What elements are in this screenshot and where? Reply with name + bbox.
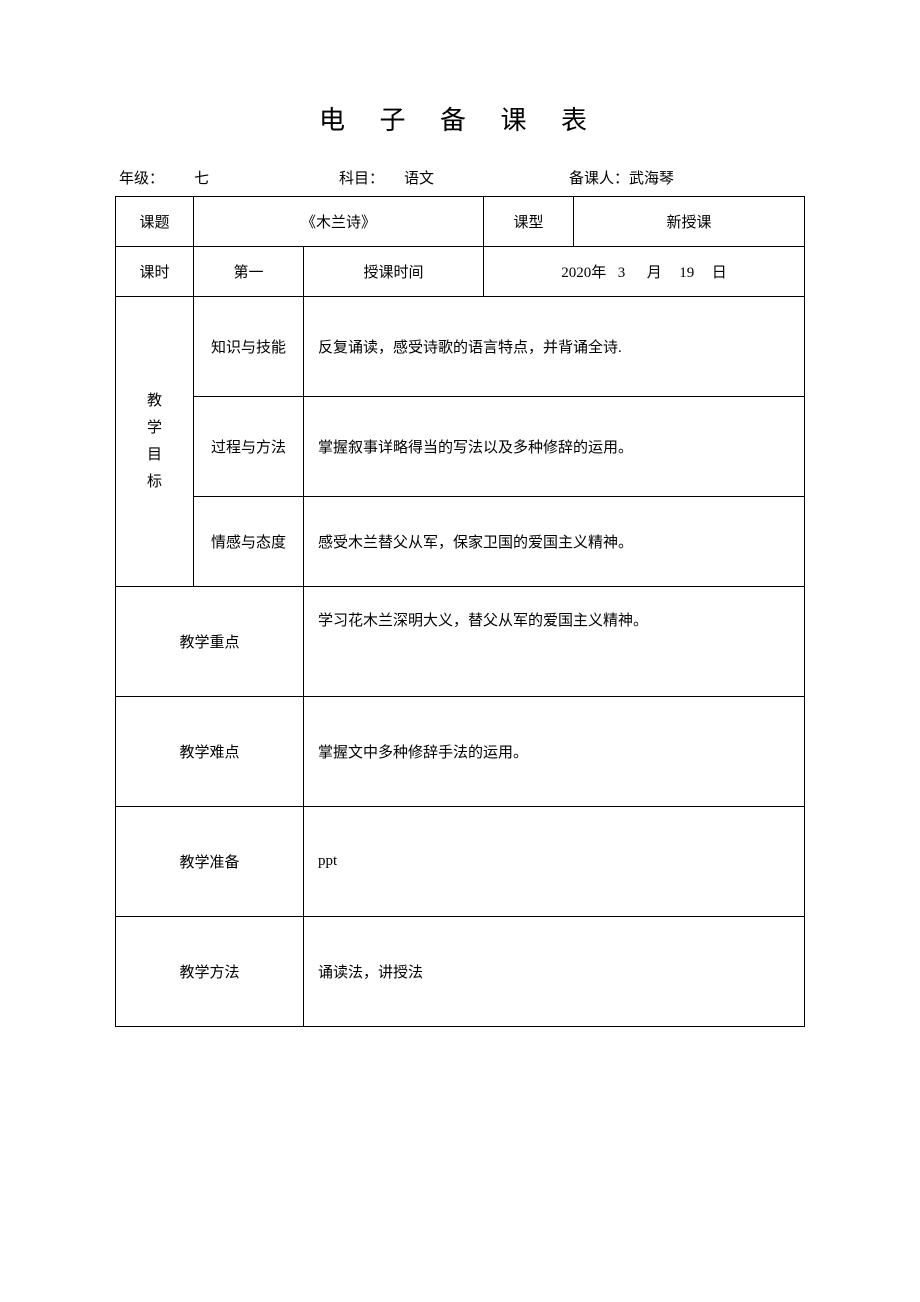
focus-label: 教学重点: [116, 587, 304, 697]
preparer-label: 备课人：: [569, 167, 629, 188]
objectives-section-label: 教学目标: [116, 297, 194, 587]
objective-text: 感受木兰替父从军，保家卫国的爱国主义精神。: [304, 497, 805, 587]
method-label: 教学方法: [116, 917, 304, 1027]
lesson-table: 课题 《木兰诗》 课型 新授课 课时 第一 授课时间 2020年 3 月 19 …: [115, 196, 805, 1027]
difficulty-text: 掌握文中多种修辞手法的运用。: [304, 697, 805, 807]
objective-label: 过程与方法: [194, 397, 304, 497]
difficulty-label: 教学难点: [116, 697, 304, 807]
date-month-unit: 月: [647, 265, 662, 281]
table-row: 课题 《木兰诗》 课型 新授课: [116, 197, 805, 247]
table-row: 课时 第一 授课时间 2020年 3 月 19 日: [116, 247, 805, 297]
time-label: 授课时间: [304, 247, 484, 297]
table-row: 教学准备 ppt: [116, 807, 805, 917]
page-title: 电 子 备 课 表: [115, 100, 805, 137]
meta-subject: 科目： 语文: [339, 167, 569, 188]
objective-text: 掌握叙事详略得当的写法以及多种修辞的运用。: [304, 397, 805, 497]
date-year-unit: 年: [591, 265, 606, 281]
table-row: 教学目标 知识与技能 反复诵读，感受诗歌的语言特点，并背诵全诗.: [116, 297, 805, 397]
period-label: 课时: [116, 247, 194, 297]
table-row: 过程与方法 掌握叙事详略得当的写法以及多种修辞的运用。: [116, 397, 805, 497]
topic-label: 课题: [116, 197, 194, 247]
date-month: 3: [618, 265, 626, 282]
date-year: 2020: [561, 265, 591, 282]
objective-text: 反复诵读，感受诗歌的语言特点，并背诵全诗.: [304, 297, 805, 397]
table-row: 教学重点 学习花木兰深明大义，替父从军的爱国主义精神。: [116, 587, 805, 697]
prep-text: ppt: [304, 807, 805, 917]
date-day: 19: [679, 265, 694, 282]
grade-label: 年级：: [119, 167, 164, 188]
topic-value: 《木兰诗》: [194, 197, 484, 247]
subject-label: 科目：: [339, 167, 384, 188]
type-value: 新授课: [574, 197, 805, 247]
preparer-value: 武海琴: [629, 167, 674, 188]
subject-value: 语文: [404, 167, 434, 188]
objective-label: 知识与技能: [194, 297, 304, 397]
meta-preparer: 备课人： 武海琴: [569, 167, 801, 188]
method-text: 诵读法，讲授法: [304, 917, 805, 1027]
focus-text: 学习花木兰深明大义，替父从军的爱国主义精神。: [304, 587, 805, 697]
meta-grade: 年级： 七: [119, 167, 339, 188]
prep-label: 教学准备: [116, 807, 304, 917]
table-row: 情感与态度 感受木兰替父从军，保家卫国的爱国主义精神。: [116, 497, 805, 587]
period-value: 第一: [194, 247, 304, 297]
date-cell: 2020年 3 月 19 日: [484, 247, 805, 297]
table-row: 教学方法 诵读法，讲授法: [116, 917, 805, 1027]
date-day-unit: 日: [712, 265, 727, 281]
grade-value: 七: [194, 167, 209, 188]
type-label: 课型: [484, 197, 574, 247]
objective-label: 情感与态度: [194, 497, 304, 587]
table-row: 教学难点 掌握文中多种修辞手法的运用。: [116, 697, 805, 807]
meta-row: 年级： 七 科目： 语文 备课人： 武海琴: [115, 167, 805, 188]
